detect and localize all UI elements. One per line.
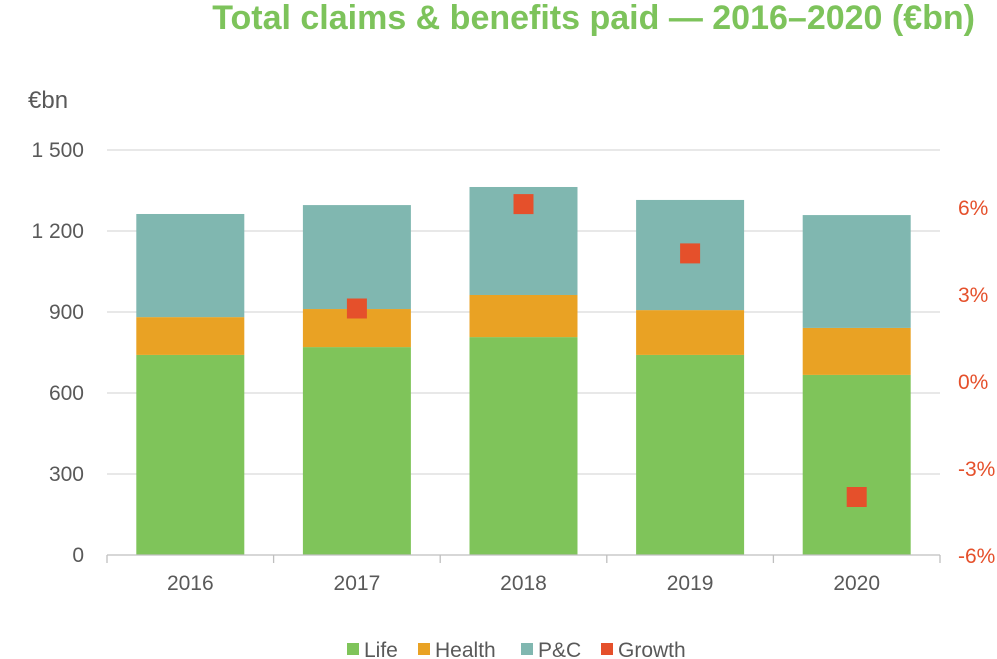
bar-life — [302, 347, 411, 555]
y-tick-label: 900 — [49, 301, 84, 324]
legend-swatch-growth — [601, 643, 613, 655]
bar-pc — [136, 213, 245, 318]
x-tick-label: 2017 — [334, 572, 381, 595]
y2-tick-label: 0% — [958, 371, 988, 394]
x-tick-label: 2019 — [667, 572, 714, 595]
bar-life — [636, 354, 745, 555]
y-axis-label: €bn — [28, 87, 68, 114]
legend-label: Life — [364, 639, 398, 659]
growth-marker — [680, 243, 701, 264]
bar-health — [802, 327, 911, 375]
legend-swatch-health — [418, 643, 430, 655]
y2-tick-label: -6% — [958, 545, 995, 568]
legend-label: Growth — [618, 639, 686, 659]
x-tick-label: 2020 — [833, 572, 880, 595]
legend-swatch-life — [347, 643, 359, 655]
legend-label: Health — [435, 639, 496, 659]
bar-health — [636, 310, 745, 355]
y-tick-label: 0 — [72, 544, 84, 567]
y2-tick-label: 3% — [958, 284, 988, 307]
legend-swatch-pc — [521, 643, 533, 655]
bar-pc — [802, 215, 911, 328]
bar-life — [136, 354, 245, 555]
bar-health — [136, 317, 245, 355]
y2-tick-label: 6% — [958, 197, 988, 220]
legend-label: P&C — [538, 639, 581, 659]
growth-marker — [846, 487, 867, 507]
growth-marker — [346, 298, 367, 319]
bar-life — [469, 337, 578, 555]
chart-title: Total claims & benefits paid — 2016–2020… — [212, 0, 975, 37]
x-tick-label: 2016 — [167, 572, 214, 595]
y-tick-label: 300 — [49, 463, 84, 486]
x-tick-label: 2018 — [500, 572, 547, 595]
bar-life — [802, 374, 911, 555]
bar-health — [469, 294, 578, 338]
y-tick-label: 1 200 — [31, 220, 84, 243]
bar-pc — [302, 205, 411, 310]
y-tick-label: 1 500 — [31, 139, 84, 162]
y-tick-label: 600 — [49, 382, 84, 405]
growth-marker — [513, 194, 534, 215]
y2-tick-label: -3% — [958, 458, 995, 481]
